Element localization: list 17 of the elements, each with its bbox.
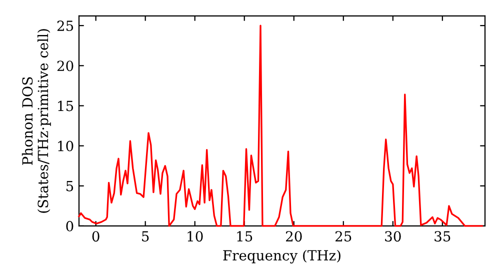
y-tick-label: 0 bbox=[66, 220, 74, 232]
x-tick-label: 20 bbox=[286, 231, 302, 242]
x-tick-label: 10 bbox=[188, 231, 203, 242]
x-tick-label: 35 bbox=[434, 231, 450, 242]
y-axis-title: Phonon DOS (States/THz·primitive cell) bbox=[22, 29, 51, 213]
y-tick-label: 15 bbox=[58, 100, 74, 112]
x-tick-label: 15 bbox=[237, 231, 252, 242]
x-tick-label: 0 bbox=[92, 231, 100, 242]
x-axis-title: Frequency (THz) bbox=[223, 250, 340, 264]
x-tick-label: 30 bbox=[385, 231, 401, 242]
x-tick-label: 5 bbox=[142, 231, 149, 242]
x-tick-label: 25 bbox=[336, 231, 352, 242]
y-tick-label: 20 bbox=[57, 60, 74, 72]
y-tick-label: 25 bbox=[57, 20, 74, 32]
y-tick-label: 10 bbox=[58, 140, 74, 152]
line-series bbox=[78, 24, 483, 227]
y-tick-label: 5 bbox=[66, 181, 74, 192]
